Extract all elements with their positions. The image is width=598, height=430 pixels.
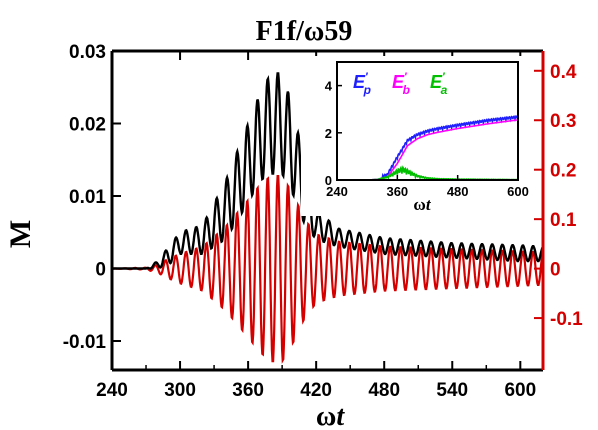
main-plot-axes: 240 300 360 420 480 540 600-0.0100.010.020.03-…: [63, 42, 583, 401]
main-plot-series: [112, 72, 545, 364]
right-y-tick-label: 0: [550, 260, 561, 281]
y-axis-label: M: [4, 220, 37, 248]
x-tick-label: 360: [232, 380, 264, 401]
inset-y-tick-label: 4: [325, 79, 333, 94]
right-y-tick-label: 0.1: [550, 210, 577, 231]
right-y-tick-label: 0.3: [550, 111, 576, 132]
right-y-tick-label: 0.4: [550, 62, 577, 83]
left-y-tick-label: 0.03: [69, 42, 106, 63]
right-y-tick-label: 0.2: [550, 161, 576, 182]
inset-legend-entry: E′ p: [353, 71, 371, 97]
x-tick-label: 300: [164, 380, 196, 401]
left-y-tick-label: 0.02: [69, 115, 106, 136]
x-tick-label: 420: [300, 380, 332, 401]
x-tick-label: 480: [368, 380, 400, 401]
inset-x-tick-label: 480: [447, 184, 469, 199]
inset-frame: [336, 61, 519, 181]
inset-y-tick-label: 0: [325, 173, 332, 188]
red-series-line: [112, 175, 545, 364]
left-y-tick-label: 0: [95, 260, 106, 281]
x-tick-label: 240: [96, 380, 128, 401]
x-axis-label: ωt: [316, 401, 345, 430]
inset-y-tick-label: 2: [325, 126, 332, 141]
inset-x-tick-label: 240: [326, 184, 348, 199]
x-tick-label: 540: [436, 380, 468, 401]
inset-legend: E′ p E′ b E′ a: [353, 71, 448, 97]
inset-x-tick-label: 600: [507, 184, 529, 199]
inset-legend-entry: E′ b: [392, 71, 410, 97]
chart-title: F1f/ω59: [256, 16, 353, 47]
x-tick-label: 600: [504, 380, 536, 401]
inset-legend-entry: E′ a: [430, 71, 448, 97]
left-y-tick-label: -0.01: [63, 332, 107, 353]
inset-plot-axes: 240 360 480 600 0 2 4: [325, 61, 529, 199]
right-y-tick-label: -0.1: [550, 309, 583, 330]
black-series-line: [112, 72, 544, 270]
inset-x-tick-label: 360: [386, 184, 408, 199]
left-y-tick-label: 0.01: [69, 187, 106, 208]
inset-plot: 240 360 480 600 0 2 4 E′ p E′ b E′ a ωt: [301, 56, 529, 216]
inset-x-axis-label: ωt: [413, 195, 431, 214]
